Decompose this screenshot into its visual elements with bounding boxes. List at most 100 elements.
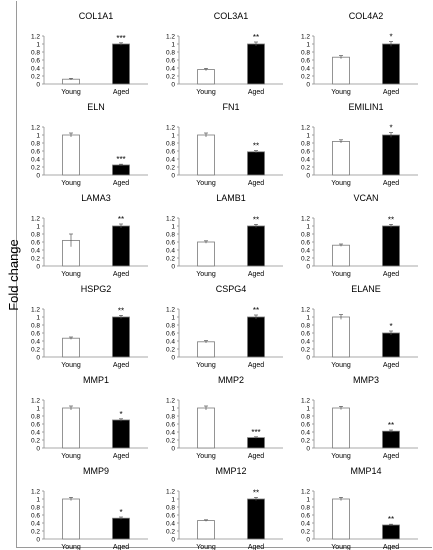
category-label: Young (196, 453, 216, 460)
y-tick-label: 0 (36, 82, 40, 89)
y-tick-label: 0.8 (301, 414, 310, 421)
chart-title: ELN (87, 102, 105, 112)
chart-panel-col4a2: COL4A2 00.20.40.60.811.2 Young Aged * (301, 11, 418, 96)
chart-panel-mmp1: MMP1 00.20.40.60.811.2 Young Aged * (31, 375, 148, 460)
significance-marker: * (119, 508, 122, 517)
y-tick-label: 1 (36, 406, 40, 413)
y-tick-label: 0.6 (301, 240, 310, 247)
y-tick-label: 0 (306, 446, 310, 453)
y-tick-label: 0.8 (166, 50, 175, 57)
category-label: Aged (113, 180, 129, 187)
y-tick-label: 1.2 (301, 34, 310, 41)
chart-panel-mmp14: MMP14 00.20.40.60.811.2 Young Aged ** (301, 466, 418, 550)
significance-marker: ** (388, 515, 394, 524)
y-tick-label: 0.6 (31, 149, 40, 156)
category-label: Aged (113, 453, 129, 460)
y-tick-label: 0.2 (166, 256, 175, 263)
bar-aged (382, 43, 400, 85)
bar-young (62, 498, 80, 540)
bar-young (332, 316, 350, 358)
chart-panel-col1a1: COL1A1 00.20.40.60.811.2 Young Aged *** (31, 11, 148, 96)
y-tick-label: 0 (306, 355, 310, 362)
y-tick-label: 0.8 (166, 323, 175, 330)
y-tick-label: 0.8 (166, 505, 175, 512)
significance-marker: ** (388, 215, 394, 224)
bar-young (197, 69, 215, 85)
category-label: Young (331, 453, 351, 460)
bar-young (62, 407, 80, 449)
bar-young (332, 56, 350, 85)
category-label: Young (61, 271, 81, 278)
significance-marker: *** (116, 34, 125, 43)
y-tick-label: 0.6 (166, 513, 175, 520)
y-tick-label: 0.8 (31, 232, 40, 239)
y-tick-label: 1.2 (301, 307, 310, 314)
chart-title: MMP14 (350, 466, 381, 476)
y-tick-label: 1.2 (166, 34, 175, 41)
y-tick-label: 0.2 (31, 438, 40, 445)
y-tick-label: 0.8 (31, 323, 40, 330)
y-tick-label: 0.2 (301, 438, 310, 445)
category-label: Aged (113, 362, 129, 369)
y-tick-label: 0.8 (31, 141, 40, 148)
category-label: Aged (113, 89, 129, 96)
bar-aged (247, 43, 265, 85)
chart-title: MMP2 (218, 375, 244, 385)
chart-panel-eln: ELN 00.20.40.60.811.2 Young Aged *** (31, 102, 148, 187)
y-tick-label: 0.4 (301, 248, 310, 255)
y-tick-label: 0.4 (31, 248, 40, 255)
chart-title: COL4A2 (349, 11, 384, 21)
bar-young (197, 520, 215, 540)
category-label: Aged (113, 544, 129, 550)
bar-young (62, 134, 80, 176)
y-tick-label: 1 (171, 406, 175, 413)
y-tick-label: 1.2 (31, 489, 40, 496)
category-label: Young (331, 362, 351, 369)
y-tick-label: 0 (171, 264, 175, 271)
bar-aged (247, 498, 265, 540)
significance-marker: * (389, 322, 392, 331)
chart-panel-fn1: FN1 00.20.40.60.811.2 Young Aged ** (166, 102, 283, 187)
bar-aged (247, 151, 265, 176)
y-tick-label: 0 (36, 446, 40, 453)
y-tick-label: 0.4 (301, 66, 310, 73)
category-label: Aged (248, 362, 264, 369)
bar-aged (112, 43, 130, 85)
category-label: Aged (383, 362, 399, 369)
y-tick-label: 0.2 (166, 529, 175, 536)
y-tick-label: 0 (36, 537, 40, 544)
bar-young (332, 140, 350, 176)
y-tick-label: 0 (36, 173, 40, 180)
y-tick-label: 0.6 (31, 240, 40, 247)
y-tick-label: 0 (36, 355, 40, 362)
y-tick-label: 0.2 (31, 529, 40, 536)
y-tick-label: 0.2 (166, 438, 175, 445)
y-tick-label: 1 (36, 315, 40, 322)
y-tick-label: 0.6 (301, 58, 310, 65)
y-tick-label: 1 (36, 42, 40, 49)
y-tick-label: 1 (171, 42, 175, 49)
bar-young (197, 241, 215, 267)
category-label: Aged (248, 271, 264, 278)
chart-panel-col3a1: COL3A1 00.20.40.60.811.2 Young Aged ** (166, 11, 283, 96)
y-tick-label: 1 (36, 133, 40, 140)
y-tick-label: 0.8 (166, 141, 175, 148)
y-tick-label: 0.8 (31, 414, 40, 421)
y-tick-label: 1.2 (166, 216, 175, 223)
y-tick-label: 1 (171, 315, 175, 322)
y-tick-label: 0.8 (31, 50, 40, 57)
y-tick-label: 1.2 (301, 125, 310, 132)
y-tick-label: 0.6 (166, 331, 175, 338)
significance-marker: ** (253, 33, 259, 42)
y-tick-label: 0.8 (301, 232, 310, 239)
y-tick-label: 0 (171, 173, 175, 180)
chart-title: MMP12 (215, 466, 246, 476)
chart-title: HSPG2 (81, 284, 112, 294)
significance-marker: ** (253, 142, 259, 151)
y-tick-label: 0.2 (31, 165, 40, 172)
y-tick-label: 0.2 (166, 165, 175, 172)
bar-aged (112, 517, 130, 540)
y-tick-label: 0.4 (301, 339, 310, 346)
significance-marker: *** (251, 428, 260, 437)
